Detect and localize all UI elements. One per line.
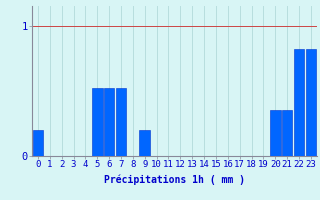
Bar: [294, 49, 304, 156]
Bar: [270, 110, 281, 156]
Bar: [306, 49, 316, 156]
Bar: [33, 130, 43, 156]
Bar: [140, 130, 150, 156]
Bar: [116, 88, 126, 156]
Bar: [282, 110, 292, 156]
Bar: [92, 88, 103, 156]
Bar: [104, 88, 115, 156]
X-axis label: Précipitations 1h ( mm ): Précipitations 1h ( mm ): [104, 175, 245, 185]
